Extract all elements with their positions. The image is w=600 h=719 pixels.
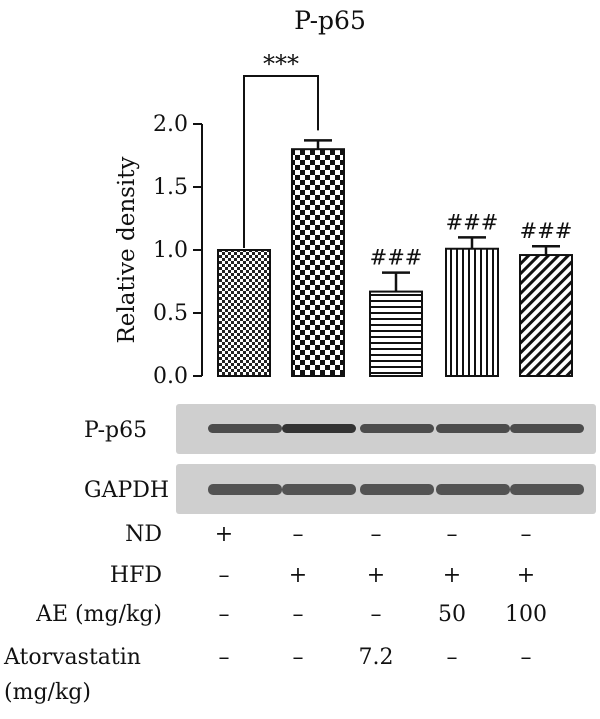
y-tick-label: 0.5: [153, 301, 188, 326]
treatment-value: –: [446, 522, 458, 547]
treatment-label: AE (mg/kg): [36, 602, 162, 627]
bar-5: [519, 254, 573, 377]
blot-band: [510, 484, 584, 495]
data-annotation: ###: [446, 210, 499, 234]
blot-band: [436, 424, 510, 433]
bar-4: [445, 247, 499, 378]
treatment-value: +: [288, 563, 308, 588]
blot-band: [360, 484, 434, 495]
treatment-label: ND: [125, 522, 162, 547]
treatment-value: –: [292, 522, 304, 547]
treatment-value: +: [516, 563, 536, 588]
blot-label: P-p65: [84, 418, 148, 443]
blot-band: [436, 484, 510, 495]
significance-bracket: [243, 75, 319, 248]
treatment-value: –: [292, 645, 304, 670]
blot-band: [282, 484, 356, 495]
bar-1: [217, 249, 271, 377]
blot-band: [360, 424, 434, 433]
bar-3: [369, 290, 423, 377]
treatment-label: (mg/kg): [4, 680, 91, 705]
treatment-value: 7.2: [358, 645, 394, 670]
treatment-value: –: [370, 522, 382, 547]
treatment-value: –: [218, 563, 230, 588]
blot-band: [510, 424, 584, 433]
blot-band: [208, 484, 282, 495]
bar-chart: 0.0 0.5 1.0 1.5 2.0 Relative density ### ### ##…: [114, 50, 573, 389]
treatment-value: –: [520, 522, 532, 547]
treatment-value: 50: [438, 602, 466, 627]
treatment-value: –: [218, 645, 230, 670]
data-annotation: ###: [520, 219, 573, 243]
bar-2: [291, 148, 345, 377]
y-tick-label: 2.0: [153, 112, 188, 137]
y-axis-label: Relative density: [114, 156, 140, 343]
treatment-value: –: [370, 602, 382, 627]
treatment-value: 100: [505, 602, 547, 627]
treatment-value: +: [214, 522, 234, 547]
treatment-value: +: [442, 563, 462, 588]
y-tick-label: 0.0: [153, 364, 188, 389]
treatment-value: –: [218, 602, 230, 627]
blot-band: [208, 424, 282, 433]
treatment-label: HFD: [109, 563, 162, 588]
blot-label: GAPDH: [84, 478, 170, 503]
y-tick-label: 1.5: [153, 175, 188, 200]
data-annotation: ###: [370, 246, 423, 270]
treatment-value: –: [292, 602, 304, 627]
chart-title: P-p65: [294, 6, 366, 35]
treatment-value: –: [520, 645, 532, 670]
blot-band: [282, 424, 356, 433]
y-tick-label: 1.0: [153, 238, 188, 263]
significance-label: ***: [263, 50, 299, 78]
treatment-label: Atorvastatin: [4, 645, 141, 670]
treatment-value: +: [366, 563, 386, 588]
treatment-value: –: [446, 645, 458, 670]
